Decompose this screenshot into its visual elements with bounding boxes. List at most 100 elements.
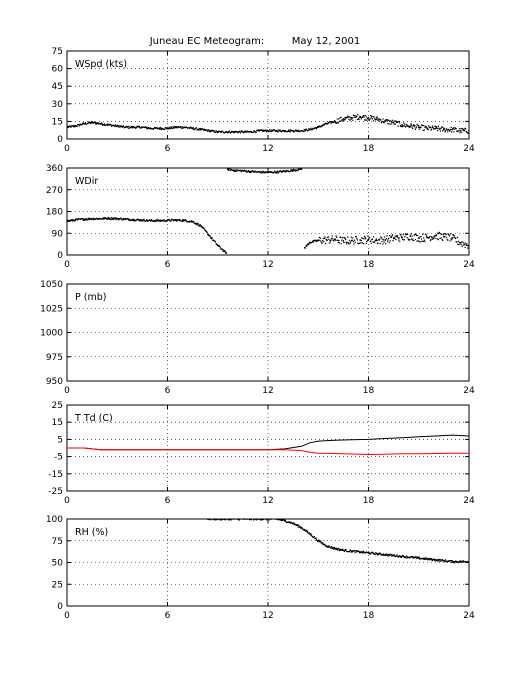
data-point	[391, 122, 393, 124]
data-point	[333, 546, 336, 549]
data-point	[127, 126, 129, 128]
data-point	[380, 122, 383, 124]
data-point	[450, 239, 453, 241]
data-point	[280, 519, 283, 522]
data-point	[421, 124, 424, 127]
data-point	[132, 220, 135, 222]
data-point	[262, 172, 264, 174]
data-point	[265, 519, 267, 520]
data-point	[262, 130, 264, 133]
data-point	[241, 130, 244, 133]
data-point	[253, 171, 256, 173]
data-point	[354, 551, 356, 554]
data-point	[239, 169, 242, 172]
data-point	[224, 519, 227, 521]
data-point	[450, 561, 452, 564]
data-point	[291, 170, 294, 173]
data-point	[266, 171, 269, 174]
data-point	[430, 557, 433, 560]
data-point	[401, 124, 403, 126]
data-point	[409, 126, 411, 128]
x-tick-label: 0	[64, 144, 70, 154]
data-point	[447, 239, 449, 241]
y-tick-label: 0	[57, 602, 63, 612]
data-point	[385, 238, 388, 240]
data-point	[434, 237, 436, 239]
data-point	[330, 237, 333, 240]
data-point	[285, 171, 287, 173]
data-point	[325, 123, 327, 125]
data-point	[87, 217, 89, 220]
data-point	[431, 236, 433, 239]
data-point	[230, 519, 232, 521]
data-point	[182, 219, 185, 221]
data-point	[131, 219, 134, 221]
data-point	[330, 546, 333, 548]
data-point	[429, 239, 432, 242]
data-point	[324, 543, 326, 546]
data-point	[296, 524, 298, 526]
data-point	[245, 519, 247, 520]
data-point	[209, 519, 212, 521]
data-point	[430, 238, 432, 240]
data-point	[386, 235, 388, 237]
data-point	[425, 126, 428, 129]
data-point	[310, 127, 312, 130]
data-point	[405, 555, 408, 557]
data-point	[367, 551, 369, 554]
data-point	[176, 220, 178, 222]
data-point	[448, 234, 450, 236]
data-point	[420, 126, 422, 129]
data-point	[449, 128, 452, 131]
data-point	[127, 218, 130, 221]
data-point	[211, 237, 213, 239]
data-point	[159, 219, 161, 221]
data-point	[433, 235, 436, 237]
data-point	[350, 236, 352, 239]
data-point	[402, 555, 405, 558]
data-point	[391, 234, 394, 236]
x-tick-label: 24	[463, 611, 475, 621]
data-point	[379, 242, 381, 245]
data-point	[271, 129, 273, 131]
data-point	[318, 236, 321, 239]
figure-date: May 12, 2001	[292, 36, 360, 47]
data-point	[436, 238, 438, 240]
data-point	[400, 233, 402, 236]
data-point	[439, 559, 442, 561]
data-point	[376, 554, 379, 556]
data-point	[389, 240, 391, 242]
data-point	[352, 237, 354, 239]
data-point	[453, 128, 456, 130]
data-point	[389, 119, 391, 122]
data-point	[365, 116, 367, 118]
data-point	[361, 242, 364, 244]
data-point	[357, 113, 359, 116]
data-point	[298, 525, 300, 527]
data-point	[442, 128, 445, 131]
y-tick-label: 950	[46, 377, 63, 387]
data-point	[463, 129, 466, 132]
panel-wspd: 0 6 12 18 24 0 15 30 45 60 75 WSpd (kts)	[52, 47, 475, 154]
data-point	[264, 519, 266, 520]
data-point	[392, 240, 394, 242]
data-point	[437, 238, 439, 241]
data-point	[342, 236, 344, 239]
data-point	[323, 237, 326, 240]
data-point	[351, 239, 354, 241]
data-point	[375, 119, 377, 121]
data-point	[347, 116, 350, 118]
data-point	[333, 121, 335, 124]
data-point	[350, 551, 352, 553]
data-point	[382, 118, 384, 120]
data-point	[413, 124, 415, 126]
data-point	[306, 530, 309, 532]
data-point	[423, 237, 425, 239]
data-point	[395, 235, 398, 237]
data-point	[181, 125, 183, 128]
data-point	[240, 171, 242, 173]
data-point	[224, 251, 227, 253]
data-point	[245, 131, 247, 133]
data-point	[368, 236, 371, 239]
